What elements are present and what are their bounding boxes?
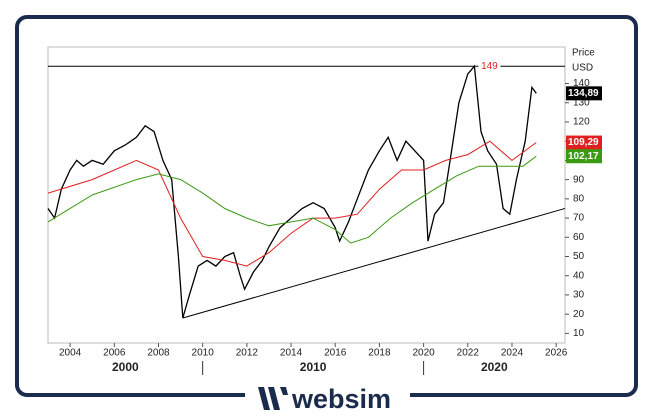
y-tick-label: 140 [573, 78, 590, 89]
series-line [47, 155, 537, 244]
y-tick-label: 20 [573, 309, 585, 320]
brand: websim [291, 384, 391, 414]
y-tick-label: 90 [573, 174, 585, 185]
resistance-label: 149 [481, 61, 498, 72]
price-label: 109,29 [568, 137, 599, 148]
logo-icon [258, 387, 288, 410]
y-tick-label: 70 [573, 213, 585, 224]
x-tick-label: 2020 [412, 348, 435, 359]
x-tick-label: 2008 [147, 348, 170, 359]
price-label: 102,17 [568, 151, 599, 162]
y-tick-label: 10 [573, 328, 585, 339]
x-tick-label: 2004 [59, 348, 82, 359]
decade-label: 2010 [300, 360, 327, 374]
y-tick-label: 40 [573, 270, 585, 281]
x-tick-label: 2022 [457, 348, 480, 359]
decade-label: 2000 [112, 360, 139, 374]
decade-label: 2020 [481, 360, 508, 374]
plot-area [47, 46, 566, 344]
axis-label: Price [572, 48, 595, 59]
price-label-bg [566, 86, 602, 101]
x-tick-label: 2010 [192, 348, 215, 359]
x-tick-label: 2026 [545, 348, 568, 359]
trendline [182, 207, 566, 319]
y-tick-label: 120 [573, 117, 590, 128]
axis-label: USD [572, 63, 593, 74]
y-tick-label: 130 [573, 97, 590, 108]
x-tick-label: 2024 [501, 348, 524, 359]
x-tick-label: 2016 [324, 348, 347, 359]
x-tick-label: 2018 [368, 348, 391, 359]
series-line [47, 64, 537, 319]
price-label-bg [566, 149, 602, 164]
y-tick-label: 30 [573, 290, 585, 301]
x-tick-label: 2012 [236, 348, 259, 359]
y-tick-label: 60 [573, 232, 585, 243]
x-tick-label: 2006 [103, 348, 126, 359]
resistance-label-bg [478, 60, 501, 73]
y-tick-label: 80 [573, 193, 585, 204]
y-tick-label: 50 [573, 251, 585, 262]
price-label: 134,89 [568, 88, 599, 99]
price-label-bg [566, 135, 602, 150]
x-tick-label: 2014 [280, 348, 303, 359]
